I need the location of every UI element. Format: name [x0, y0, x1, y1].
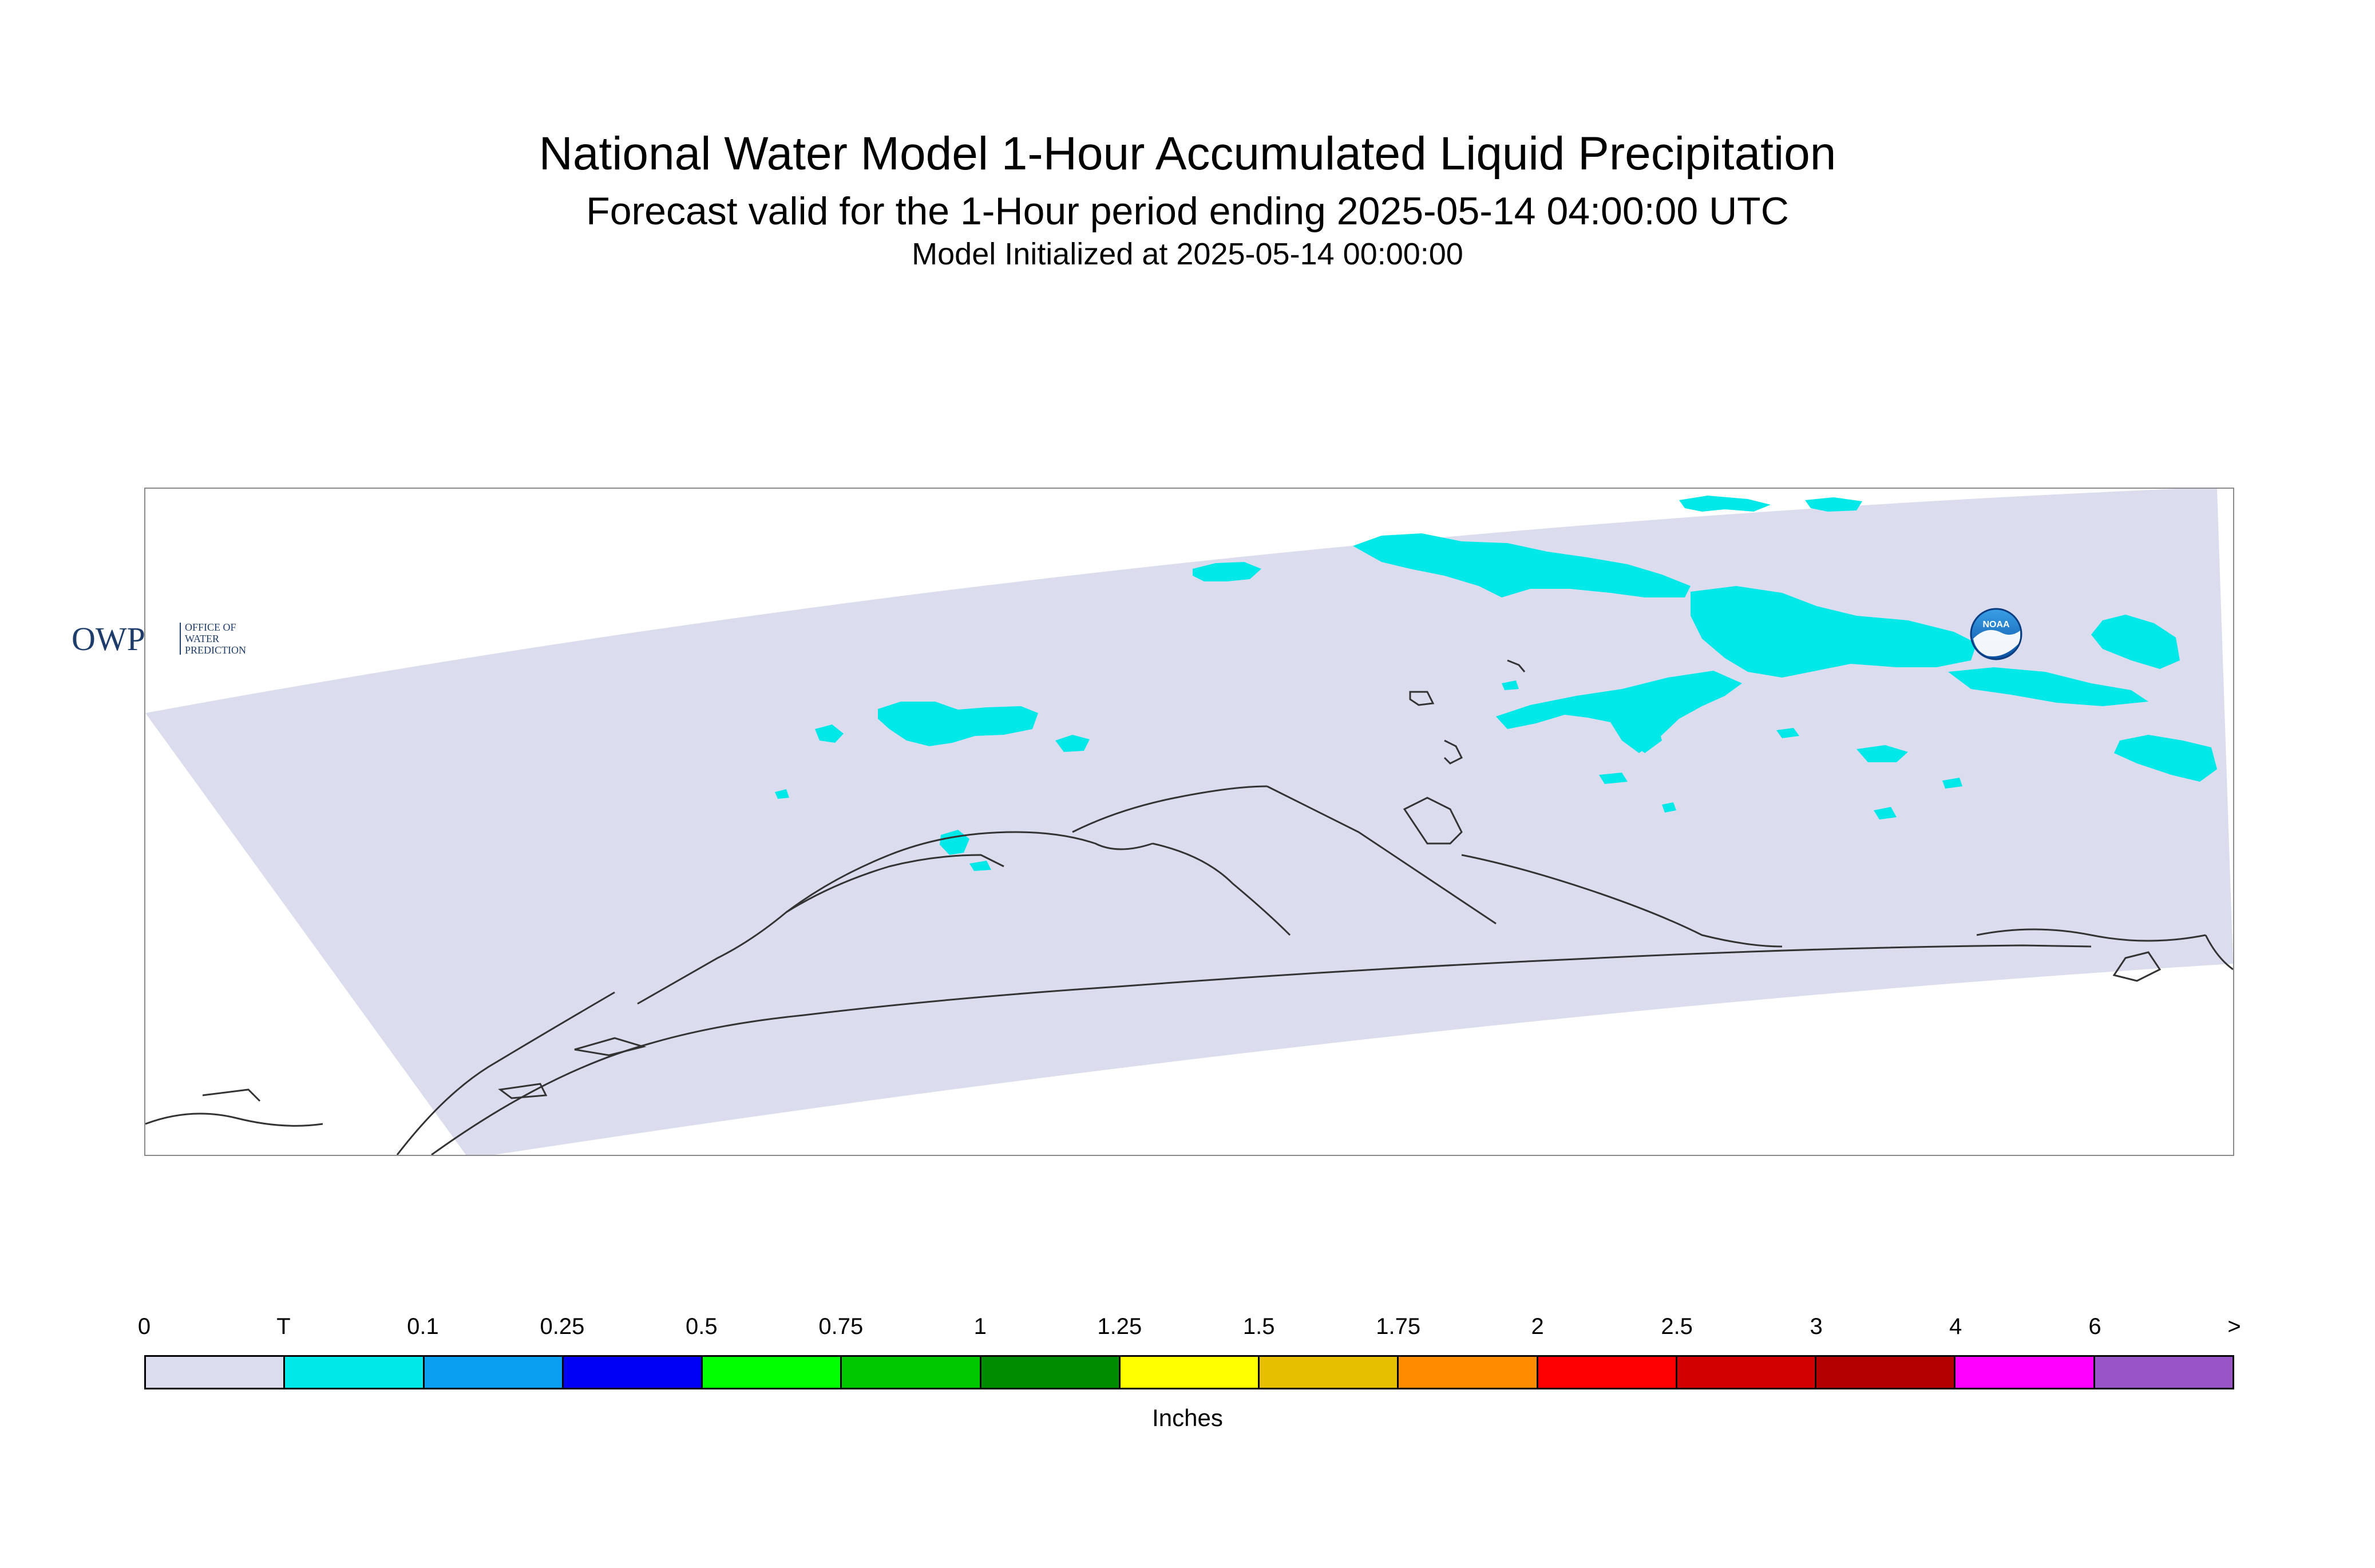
chart-title: National Water Model 1-Hour Accumulated … [539, 128, 1836, 180]
owp-line1: OFFICE OF [185, 621, 236, 633]
colorbar-segment [563, 1357, 703, 1388]
colorbar-segment [424, 1357, 564, 1388]
legend-tick-label: 0.25 [540, 1314, 585, 1339]
legend-tick-label: 1.75 [1376, 1314, 1421, 1339]
colorbar-segment [1816, 1357, 1956, 1388]
legend-tick-label: 0.5 [686, 1314, 718, 1339]
legend-tick-label: 4 [1949, 1314, 1962, 1339]
legend-tick-label: 2 [1531, 1314, 1544, 1339]
owp-logo: OWP OFFICE OF WATER PREDICTION [72, 620, 246, 658]
legend-tick-label: 0 [137, 1314, 151, 1339]
owp-letters: OWP [72, 620, 145, 658]
colorbar-segment [1120, 1357, 1260, 1388]
colorbar-segment [842, 1357, 981, 1388]
model-init-line: Model Initialized at 2025-05-14 00:00:00 [912, 237, 1463, 271]
colorbar-segment [981, 1357, 1121, 1388]
colorbar-segment [2095, 1357, 2232, 1388]
colorbar-segment [1399, 1357, 1538, 1388]
legend-tick-label: 2.5 [1661, 1314, 1693, 1339]
colorbar-segment [703, 1357, 842, 1388]
coastlines [145, 659, 2233, 1155]
legend-tick-label: > [2227, 1314, 2241, 1339]
legend-tick-label: 1.5 [1242, 1314, 1275, 1339]
colorbar-segment [1677, 1357, 1817, 1388]
noaa-text: NOAA [1982, 620, 2010, 629]
precipitation-map [144, 488, 2234, 1156]
chart-subtitle: Forecast valid for the 1-Hour period end… [586, 189, 1789, 233]
colorbar-segment [146, 1357, 286, 1388]
colorbar-segment [1260, 1357, 1399, 1388]
model-domain-area [145, 489, 2233, 1155]
precipitation-colorbar [144, 1355, 2234, 1389]
legend-tick-label: T [276, 1314, 291, 1339]
legend-tick-label: 3 [1810, 1314, 1823, 1339]
map-canvas [145, 489, 2233, 1155]
legend-tick-label: 6 [2088, 1314, 2101, 1339]
precipitation-areas [775, 496, 2217, 871]
legend-tick-label: 1.25 [1097, 1314, 1142, 1339]
owp-line3: PREDICTION [185, 644, 246, 656]
legend-tick-label: 0.1 [407, 1314, 439, 1339]
legend-tick-labels: 0 T 0.1 0.25 0.5 0.75 1 1.25 1.5 1.75 2 2.5 3 4 6 > [138, 1314, 2241, 1343]
legend-unit-label: Inches [1152, 1404, 1223, 1431]
legend-tick-label: 1 [973, 1314, 987, 1339]
noaa-logo: NOAA [1970, 608, 2022, 660]
owp-line2: WATER [185, 633, 219, 644]
colorbar-segment [285, 1357, 425, 1388]
colorbar-segment [1956, 1357, 2095, 1388]
colorbar-segment [1538, 1357, 1677, 1388]
legend-tick-label: 0.75 [818, 1314, 864, 1339]
